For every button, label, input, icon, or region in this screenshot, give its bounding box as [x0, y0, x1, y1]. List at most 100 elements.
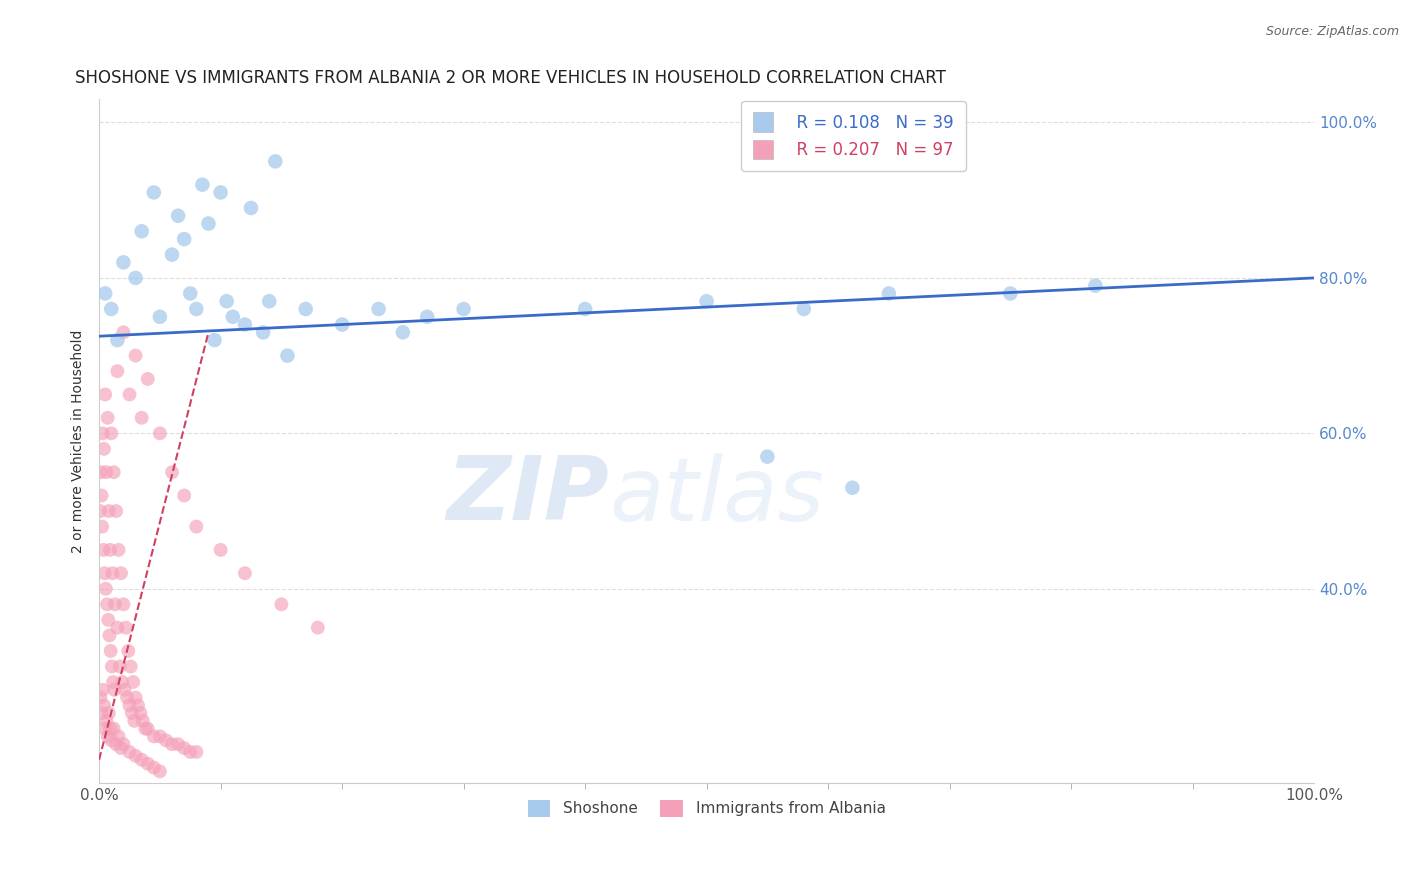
- Point: [1000, 286, 1022, 301]
- Point: [132, 714, 155, 728]
- Point: [96, 597, 118, 611]
- Point: [97, 504, 120, 518]
- Text: Source: ZipAtlas.com: Source: ZipAtlas.com: [1265, 25, 1399, 38]
- Point: [392, 326, 415, 340]
- Point: [841, 481, 863, 495]
- Point: [124, 748, 146, 763]
- Y-axis label: 2 or more Vehicles in Household: 2 or more Vehicles in Household: [72, 329, 86, 553]
- Point: [155, 733, 177, 747]
- Point: [105, 504, 128, 518]
- Point: [877, 286, 900, 301]
- Point: [191, 178, 214, 192]
- Point: [90, 706, 112, 720]
- Point: [124, 690, 146, 705]
- Point: [115, 690, 138, 705]
- Point: [149, 310, 172, 324]
- Point: [103, 722, 125, 736]
- Point: [367, 301, 389, 316]
- Point: [756, 450, 779, 464]
- Point: [93, 698, 115, 713]
- Point: [98, 542, 121, 557]
- Point: [149, 730, 172, 744]
- Point: [91, 682, 114, 697]
- Point: [252, 326, 274, 340]
- Point: [89, 504, 111, 518]
- Point: [96, 465, 118, 479]
- Point: [90, 489, 112, 503]
- Point: [142, 186, 165, 200]
- Point: [574, 301, 596, 316]
- Point: [142, 760, 165, 774]
- Point: [121, 706, 143, 720]
- Point: [104, 597, 127, 611]
- Point: [108, 659, 131, 673]
- Point: [115, 621, 138, 635]
- Point: [112, 255, 135, 269]
- Point: [107, 730, 129, 744]
- Point: [276, 349, 298, 363]
- Text: atlas: atlas: [609, 453, 824, 539]
- Point: [179, 286, 201, 301]
- Point: [136, 756, 159, 771]
- Point: [179, 745, 201, 759]
- Point: [122, 675, 145, 690]
- Point: [160, 465, 183, 479]
- Point: [110, 741, 132, 756]
- Point: [453, 301, 475, 316]
- Point: [103, 465, 125, 479]
- Point: [124, 349, 146, 363]
- Point: [209, 186, 232, 200]
- Point: [142, 730, 165, 744]
- Point: [94, 387, 117, 401]
- Point: [240, 201, 263, 215]
- Point: [97, 410, 120, 425]
- Point: [124, 714, 146, 728]
- Point: [127, 698, 149, 713]
- Point: [93, 542, 115, 557]
- Point: [120, 659, 142, 673]
- Point: [100, 426, 122, 441]
- Point: [149, 764, 172, 779]
- Point: [131, 410, 153, 425]
- Point: [416, 310, 439, 324]
- Point: [118, 387, 141, 401]
- Point: [118, 698, 141, 713]
- Point: [101, 566, 124, 581]
- Point: [97, 706, 120, 720]
- Point: [129, 706, 152, 720]
- Point: [160, 737, 183, 751]
- Point: [97, 613, 120, 627]
- Point: [94, 722, 117, 736]
- Point: [107, 542, 129, 557]
- Point: [222, 310, 245, 324]
- Point: [215, 294, 238, 309]
- Point: [118, 745, 141, 759]
- Point: [696, 294, 718, 309]
- Point: [294, 301, 316, 316]
- Point: [160, 247, 183, 261]
- Point: [94, 286, 117, 301]
- Point: [105, 621, 128, 635]
- Text: ZIP: ZIP: [447, 452, 609, 540]
- Point: [97, 730, 120, 744]
- Point: [197, 217, 219, 231]
- Point: [186, 519, 208, 533]
- Point: [112, 326, 135, 340]
- Point: [112, 737, 135, 751]
- Point: [136, 372, 159, 386]
- Point: [186, 301, 208, 316]
- Point: [98, 722, 121, 736]
- Point: [112, 597, 135, 611]
- Point: [233, 566, 256, 581]
- Point: [103, 682, 125, 697]
- Point: [124, 271, 146, 285]
- Point: [167, 209, 190, 223]
- Point: [134, 722, 156, 736]
- Point: [173, 232, 195, 246]
- Point: [793, 301, 815, 316]
- Point: [173, 489, 195, 503]
- Point: [264, 154, 287, 169]
- Point: [96, 714, 118, 728]
- Point: [100, 733, 122, 747]
- Point: [91, 426, 114, 441]
